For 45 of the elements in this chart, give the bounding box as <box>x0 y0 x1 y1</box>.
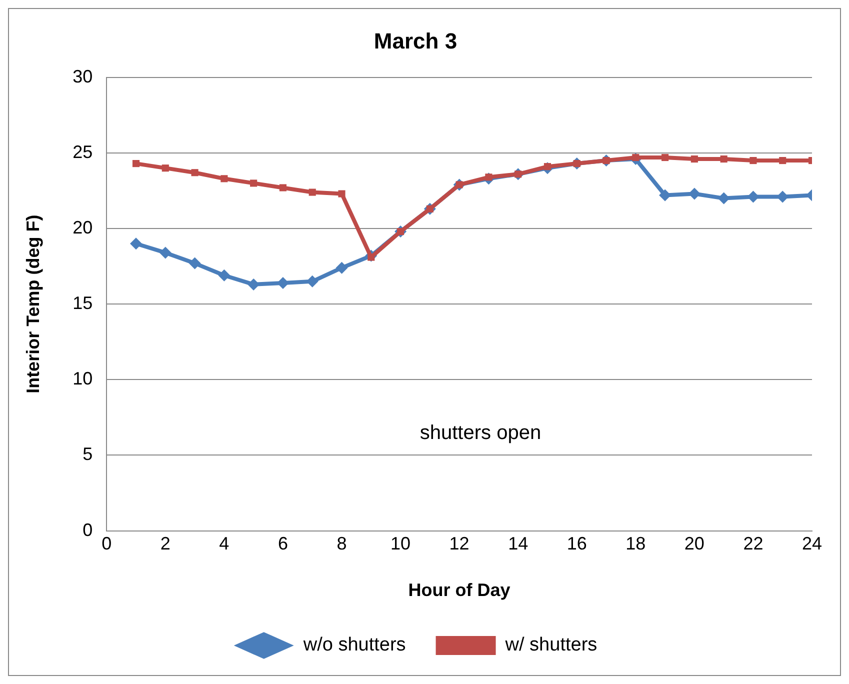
x-tick-label: 14 <box>508 534 528 554</box>
point <box>720 155 728 163</box>
x-tick-label: 16 <box>566 534 587 554</box>
x-tick-label: 0 <box>102 534 112 554</box>
point <box>306 275 318 288</box>
point <box>220 175 228 182</box>
x-tick-label: 2 <box>160 534 170 554</box>
y-tick-label: 25 <box>72 142 93 162</box>
x-tick-label: 24 <box>802 534 822 554</box>
point <box>191 169 198 176</box>
y-tick-label: 0 <box>82 520 93 540</box>
legend-label: w/ shutters <box>504 634 598 656</box>
point <box>132 160 140 168</box>
y-tick-label: 20 <box>72 218 93 238</box>
point <box>188 257 201 270</box>
point <box>308 188 316 196</box>
y-tick-label: 10 <box>72 368 93 389</box>
x-tick-label: 10 <box>390 534 411 554</box>
legend-label: w/o shutters <box>302 634 406 656</box>
x-axis-title: Hour of Day <box>408 580 510 600</box>
point <box>279 184 286 192</box>
point <box>250 180 258 187</box>
chart-title: March 3 <box>374 28 458 54</box>
y-tick-label: 5 <box>82 444 93 464</box>
point <box>218 269 230 282</box>
point <box>779 156 786 164</box>
x-tick-label: 4 <box>219 534 230 554</box>
point <box>750 156 757 164</box>
x-tick-label: 12 <box>449 534 470 554</box>
y-axis-title: Interior Temp (deg F) <box>22 214 43 394</box>
x-tick-label: 20 <box>684 534 704 554</box>
point <box>159 246 172 259</box>
x-tick-label: 8 <box>336 534 347 554</box>
point <box>662 154 669 162</box>
point <box>130 238 142 250</box>
x-tick-label: 18 <box>626 534 646 554</box>
annotation: shutters open <box>420 422 542 444</box>
point <box>162 164 169 172</box>
point <box>336 262 348 274</box>
x-tick-label: 6 <box>278 534 288 554</box>
point <box>338 190 346 198</box>
point <box>690 155 698 163</box>
y-tick-label: 15 <box>72 293 93 314</box>
x-tick-label: 22 <box>743 534 764 554</box>
y-tick-label: 30 <box>72 66 93 86</box>
